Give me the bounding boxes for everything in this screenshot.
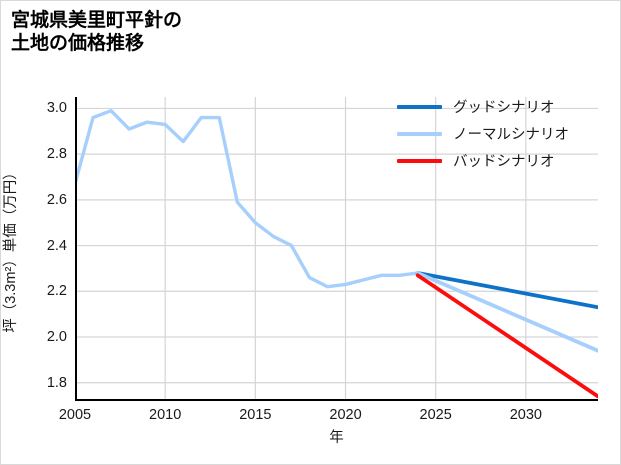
series-line-bad [415,273,598,399]
legend-item-good[interactable]: グッドシナリオ [397,93,602,120]
legend-item-bad[interactable]: バッドシナリオ [397,147,602,174]
x-tick-label: 2015 [239,407,272,423]
legend-swatch-bad [397,158,442,163]
x-tick-label: 2030 [509,407,542,423]
y-tick-label: 2.4 [46,237,67,254]
y-tick-label: 2.0 [46,329,67,345]
series-line-normal [415,271,598,353]
x-tick-label: 2025 [419,407,452,423]
series-line-good [415,271,598,310]
y-tick-label: 2.8 [46,146,67,163]
legend-label-normal: ノーマルシナリオ [453,127,569,143]
page-title: 宮城県美里町平針の 土地の価格推移 [11,10,183,55]
legend: グッドシナリオ ノーマルシナリオ バッドシナリオ [397,93,602,174]
y-tick-label: 1.8 [46,374,67,391]
legend-label-good: グッドシナリオ [453,100,555,116]
x-tick-label: 2010 [149,407,182,423]
y-tick-label: 2.6 [46,191,67,208]
x-tick-label: 2005 [58,407,92,423]
x-tick-label: 2020 [329,407,362,423]
axis-lines [75,97,598,401]
legend-swatch-normal [397,131,442,136]
legend-label-bad: バッドシナリオ [453,154,555,170]
x-axis-label: 年 [329,430,344,446]
legend-item-normal[interactable]: ノーマルシナリオ [397,120,602,147]
plot-area [75,97,598,401]
series-line-history [75,109,420,289]
legend-swatch-good [397,104,442,109]
y-tick-label: 2.2 [46,283,67,300]
y-tick-label: 3.0 [46,100,67,117]
chart-canvas [75,97,598,401]
data-series [75,109,598,399]
